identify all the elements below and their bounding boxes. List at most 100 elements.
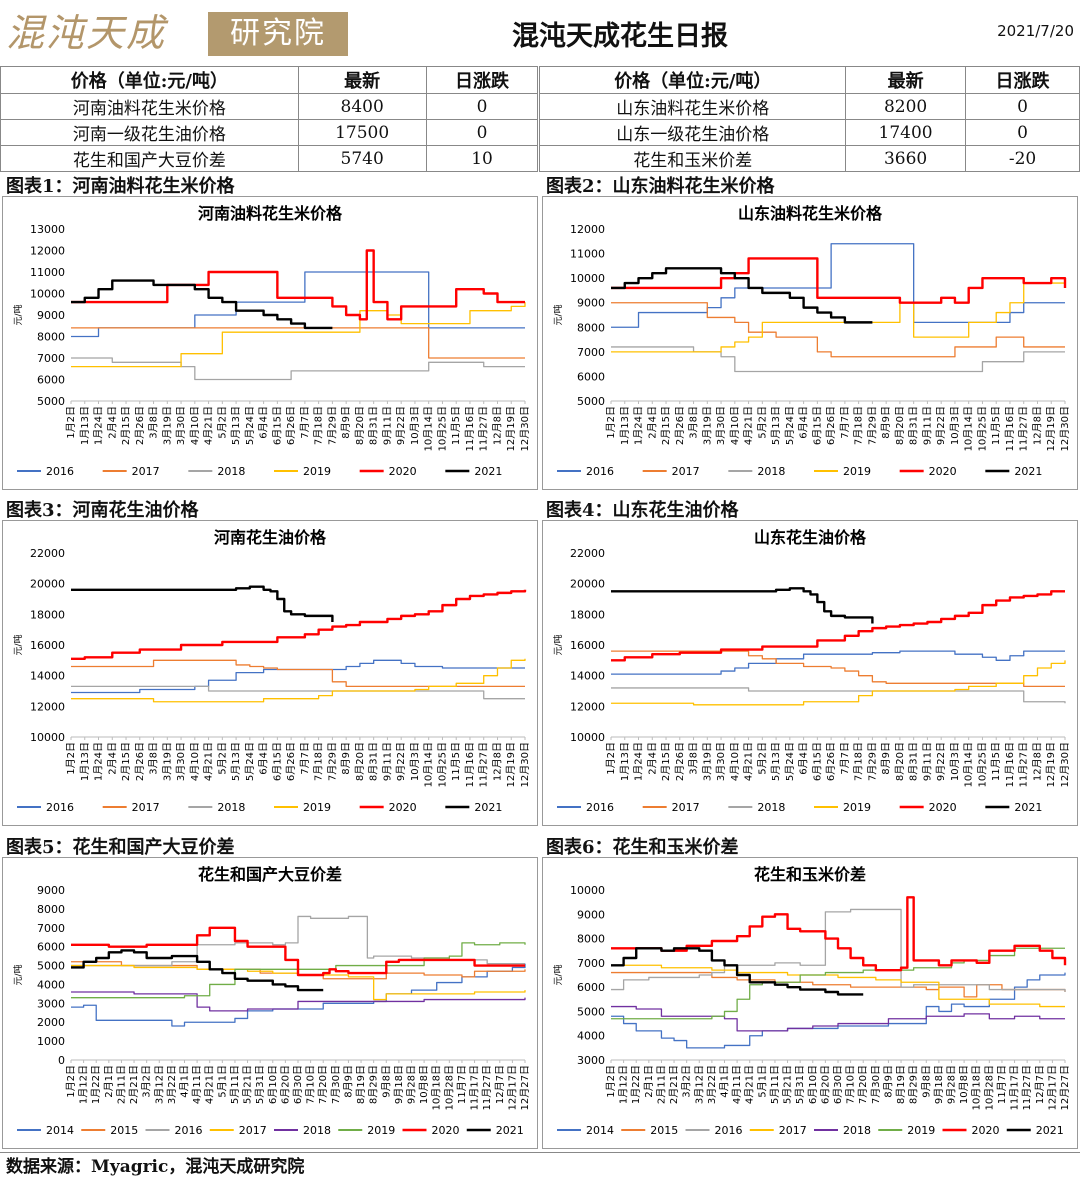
series-line-2021 bbox=[611, 947, 864, 996]
x-tick-label: 7月20日 bbox=[857, 1065, 869, 1104]
x-tick-label: 1月24日 bbox=[93, 406, 105, 445]
series-line-2018 bbox=[611, 1005, 1065, 1032]
legend-label: 2018 bbox=[303, 1124, 331, 1137]
series-line-2021 bbox=[611, 587, 874, 624]
x-tick-label: 8月20日 bbox=[894, 742, 906, 781]
y-tick-label: 18000 bbox=[570, 608, 605, 621]
y-tick-label: 11000 bbox=[570, 248, 605, 261]
legend-label: 2016 bbox=[46, 465, 74, 478]
x-tick-label: 2月15日 bbox=[120, 406, 132, 445]
y-axis-label: 元/吨 bbox=[12, 304, 24, 325]
y-tick-label: 10000 bbox=[30, 288, 65, 301]
x-tick-label: 6月20日 bbox=[819, 1065, 831, 1104]
x-tick-label: 5月24日 bbox=[244, 742, 256, 781]
series-line-2017 bbox=[611, 964, 1065, 1008]
x-tick-label: 10月14日 bbox=[423, 406, 435, 451]
y-tick-label: 5000 bbox=[577, 1005, 605, 1018]
x-tick-label: 12月30日 bbox=[1059, 406, 1071, 451]
x-tick-label: 12月7日 bbox=[1034, 1065, 1046, 1104]
x-tick-label: 9月11日 bbox=[381, 406, 393, 445]
x-tick-label: 3月22日 bbox=[706, 1065, 718, 1104]
x-tick-label: 2月26日 bbox=[674, 406, 686, 445]
y-tick-label: 10000 bbox=[570, 731, 605, 744]
y-tick-label: 4000 bbox=[37, 978, 65, 991]
row-change: 0 bbox=[425, 119, 539, 146]
legend-label: 2017 bbox=[672, 465, 700, 478]
x-tick-label: 4月11日 bbox=[731, 1065, 743, 1104]
panel-title-5: 图表5：花生和国产大豆价差 bbox=[6, 837, 235, 858]
col-header-change: 日涨跌 bbox=[425, 66, 539, 94]
x-tick-label: 11月27日 bbox=[481, 1065, 493, 1110]
y-tick-label: 10000 bbox=[570, 884, 605, 897]
x-tick-label: 12月8日 bbox=[1031, 742, 1043, 781]
series-line-2018 bbox=[71, 357, 525, 381]
col-header-latest: 最新 bbox=[845, 66, 967, 94]
series-line-2018 bbox=[71, 685, 525, 700]
x-tick-label: 7月7日 bbox=[839, 406, 851, 439]
legend-label: 2016 bbox=[175, 1124, 203, 1137]
y-tick-label: 3000 bbox=[577, 1054, 605, 1067]
x-tick-label: 1月24日 bbox=[633, 406, 645, 445]
x-tick-label: 10月14日 bbox=[963, 406, 975, 451]
y-tick-label: 5000 bbox=[577, 395, 605, 408]
x-tick-label: 12月19日 bbox=[505, 742, 517, 787]
x-tick-label: 11月27日 bbox=[1018, 742, 1030, 787]
y-tick-label: 12000 bbox=[570, 700, 605, 713]
y-tick-label: 2000 bbox=[37, 1016, 65, 1029]
x-tick-label: 11月7日 bbox=[456, 1065, 468, 1104]
x-tick-label: 9月28日 bbox=[946, 1065, 958, 1104]
legend-label: 2021 bbox=[474, 801, 502, 814]
row-change: -20 bbox=[965, 145, 1080, 172]
x-tick-label: 3月2日 bbox=[141, 1065, 153, 1098]
x-tick-label: 6月15日 bbox=[811, 406, 823, 445]
table-row: 河南油料花生米价格 8400 0 山东油料花生米价格 8200 0 bbox=[0, 93, 1080, 120]
x-tick-label: 12月8日 bbox=[491, 742, 503, 781]
series-line-2018 bbox=[611, 346, 1065, 373]
x-tick-label: 3月8日 bbox=[688, 742, 700, 775]
x-tick-label: 11月16日 bbox=[464, 742, 476, 787]
row-name: 山东油料花生米价格 bbox=[539, 93, 847, 120]
x-tick-label: 1月13日 bbox=[619, 742, 631, 781]
x-tick-label: 5月13日 bbox=[230, 406, 242, 445]
x-tick-label: 7月18日 bbox=[853, 742, 865, 781]
x-tick-label: 3月30日 bbox=[175, 742, 187, 781]
x-tick-label: 9月22日 bbox=[935, 406, 947, 445]
y-tick-label: 3000 bbox=[37, 997, 65, 1010]
legend-label: 2014 bbox=[46, 1124, 74, 1137]
series-line-2020 bbox=[611, 257, 1067, 304]
x-tick-label: 10月18日 bbox=[431, 1065, 443, 1110]
x-tick-label: 9月18日 bbox=[393, 1065, 405, 1104]
x-tick-label: 10月3日 bbox=[949, 406, 961, 445]
x-tick-label: 5月13日 bbox=[230, 742, 242, 781]
x-tick-label: 10月3日 bbox=[409, 742, 421, 781]
y-tick-label: 6000 bbox=[577, 370, 605, 383]
x-tick-label: 9月11日 bbox=[921, 406, 933, 445]
x-tick-label: 8月19日 bbox=[355, 1065, 367, 1104]
x-tick-label: 1月2日 bbox=[605, 1065, 617, 1098]
x-tick-label: 10月8日 bbox=[958, 1065, 970, 1104]
legend-label: 2017 bbox=[132, 801, 160, 814]
legend-label: 2015 bbox=[650, 1124, 678, 1137]
x-tick-label: 10月25日 bbox=[436, 406, 448, 451]
series-line-2020 bbox=[71, 926, 525, 977]
report-date: 2021/7/20 bbox=[997, 22, 1074, 40]
x-tick-label: 8月31日 bbox=[908, 742, 920, 781]
x-tick-label: 3月19日 bbox=[701, 406, 713, 445]
y-tick-label: 5000 bbox=[37, 395, 65, 408]
series-line-2019 bbox=[71, 302, 526, 368]
legend-label: 2019 bbox=[367, 1124, 395, 1137]
x-tick-label: 12月8日 bbox=[1031, 406, 1043, 445]
x-tick-label: 1月12日 bbox=[618, 1065, 630, 1104]
x-tick-label: 8月9日 bbox=[880, 406, 892, 439]
row-name: 河南油料花生米价格 bbox=[0, 93, 299, 120]
x-tick-label: 9月18日 bbox=[933, 1065, 945, 1104]
x-tick-label: 6月4日 bbox=[258, 742, 270, 775]
row-name: 花生和玉米价差 bbox=[539, 145, 847, 172]
brand-name: 混沌天成 bbox=[6, 11, 167, 55]
series-line-2014 bbox=[611, 972, 1066, 1049]
col-header-name: 价格（单位:元/吨） bbox=[539, 66, 847, 94]
x-tick-label: 12月30日 bbox=[519, 406, 531, 451]
row-change: 0 bbox=[965, 119, 1080, 146]
x-tick-label: 12月27日 bbox=[1059, 1065, 1071, 1110]
legend-label: 2016 bbox=[46, 801, 74, 814]
